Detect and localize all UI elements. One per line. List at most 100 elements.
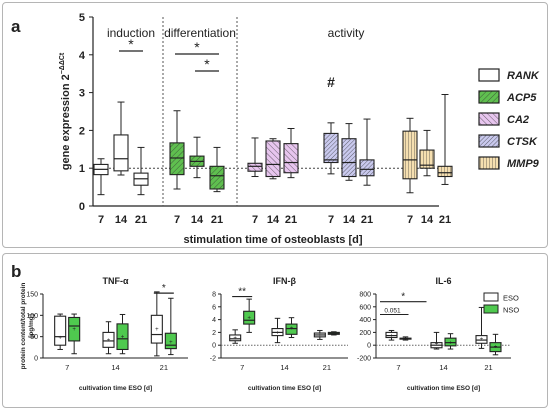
box-eso-7: + (54, 313, 67, 350)
y-axis-label-b-line2: [pg/mg] (28, 314, 35, 338)
box-mean-mark: + (58, 336, 62, 342)
box-iqr (385, 331, 398, 339)
x-tick-label: 7 (174, 214, 180, 226)
y-tick-label: 150 (26, 292, 38, 299)
box-iqr (164, 332, 177, 350)
y-axis-label: gene expression 2−ΔΔCt (59, 52, 72, 170)
y-tick-label: 2 (212, 330, 216, 337)
panel-letter-b: b (11, 262, 22, 281)
y-tick-label: -2 (210, 356, 216, 363)
box-mean-mark: + (247, 316, 251, 322)
chart-title: IFN-β (273, 276, 296, 286)
box-eso-21: + (313, 329, 326, 340)
legend-swatch-nso (483, 304, 499, 314)
box-iqr (229, 334, 242, 342)
x-tick-label: 14 (191, 214, 204, 226)
box-iqr (113, 134, 129, 172)
panel-b: b protein content/total protein[pg/mg] TN… (2, 253, 548, 408)
legend-label-ctsk: CTSK (507, 136, 538, 148)
legend-swatch-ca2 (478, 112, 500, 126)
y-tick-label: 3 (79, 88, 85, 100)
y-tick-label: 100 (26, 313, 38, 320)
y-tick-label: 8 (212, 292, 216, 299)
y-tick-label: 0 (79, 201, 85, 213)
y-tick-label: 0 (212, 343, 216, 350)
x-tick-label: 21 (135, 214, 147, 226)
box-mean-mark: + (169, 340, 173, 346)
box-nso-7: + (243, 298, 256, 333)
x-tick-label: 21 (323, 363, 331, 372)
x-tick-label: 14 (421, 214, 434, 226)
x-axis-label: cultivation time ESO [d] (248, 385, 321, 392)
box-iqr (68, 316, 81, 342)
y-axis-label-b-line1: protein content/total protein (20, 283, 27, 370)
significance-il6-7: * (380, 292, 427, 303)
x-tick-label: 7 (240, 363, 244, 372)
y-tick-label: 4 (212, 317, 216, 324)
legend-swatch-ctsk (478, 134, 500, 148)
legend-swatch-mmp9 (478, 156, 500, 170)
chart-il-6: IL-6 -200 0 200 400 600 800 + +7 + +14 + +21 cultivat… (357, 276, 511, 392)
panel-letter-a: a (11, 17, 21, 36)
x-tick-label: 21 (285, 214, 297, 226)
gene-expression-chart: 0 1 2 3 4 5 gene expression 2−ΔΔCt induction dif… (59, 12, 540, 246)
box-nso-14: + (444, 333, 457, 350)
significance-label: * (204, 56, 210, 72)
box-rank-14 (113, 101, 129, 176)
x-tick-label: 14 (267, 214, 280, 226)
box-iqr (444, 337, 457, 347)
box-mean-mark: + (435, 342, 439, 348)
box-iqr (437, 165, 453, 178)
legend-swatch-rank (478, 68, 500, 82)
significance-label: ** (238, 287, 246, 298)
significance-label: * (194, 39, 200, 55)
x-tick-label: 21 (439, 214, 451, 226)
box-iqr (402, 130, 418, 180)
y-tick-label: 4 (79, 50, 86, 62)
y-tick-label: 400 (359, 317, 371, 324)
box-acp5-14 (189, 136, 205, 179)
box-mmp9-7 (402, 117, 418, 194)
significance-rank: * (119, 36, 143, 52)
y-tick-label: 2 (79, 125, 85, 137)
significance-acp5: * (175, 39, 219, 55)
x-tick-label: 14 (343, 214, 356, 226)
significance-ifn-7: ** (232, 287, 253, 298)
y-axis-label-b: protein content/total protein[pg/mg] (20, 283, 35, 370)
box-iqr (54, 315, 67, 346)
chart-title: IL-6 (435, 276, 451, 286)
box-iqr (243, 310, 256, 325)
x-tick-label: 14 (111, 363, 119, 372)
significance-label: * (128, 36, 134, 52)
box-mean-mark: + (449, 340, 453, 346)
box-acp5-21 (209, 146, 225, 193)
y-tick-label: 50 (30, 334, 38, 341)
x-tick-label: 7 (98, 214, 104, 226)
legend-label-eso: ESO (503, 294, 519, 303)
legend-swatch-eso (483, 292, 499, 302)
box-nso-21: + (489, 333, 502, 356)
box-nso-7: + (399, 336, 412, 343)
box-eso-21: + (150, 291, 163, 357)
box-iqr (323, 132, 339, 164)
y-tick-label: 200 (359, 330, 371, 337)
chart-tnf-: TNF-α 0 50 100 150 + +7 + +14 + +21 cultivation tim… (26, 276, 188, 392)
box-rank-7 (93, 158, 109, 196)
box-mean-mark: + (390, 333, 394, 339)
box-mean-mark: + (332, 331, 336, 337)
x-tick-label: 21 (361, 214, 373, 226)
box-eso-14: + (102, 321, 115, 355)
x-tick-label: 21 (484, 363, 492, 372)
significance-tnf-21: * (153, 283, 174, 294)
x-tick-label: 14 (280, 363, 288, 372)
box-mean-mark: + (233, 336, 237, 342)
y-tick-label: 0 (367, 343, 371, 350)
box-iqr (283, 143, 299, 174)
box-mean-mark: + (290, 326, 294, 332)
box-iqr (102, 331, 115, 348)
box-nso-7: + (68, 313, 81, 355)
box-mean-mark: + (494, 344, 498, 350)
box-iqr (265, 140, 281, 178)
significance-p-value: 0.051 (384, 307, 401, 314)
box-ca2-14 (265, 138, 281, 180)
